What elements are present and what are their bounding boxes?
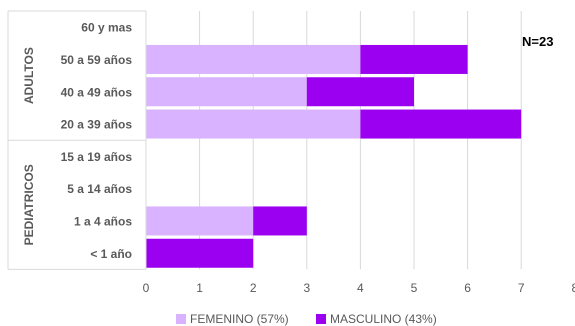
bar-masculino	[360, 44, 468, 74]
group-labels: ADULTOS PEDIATRICOS	[22, 47, 36, 245]
category-label: 60 y mas	[81, 21, 132, 35]
x-tick-label: 1	[196, 281, 203, 295]
category-label: 50 a 59 años	[61, 53, 133, 67]
bars	[146, 44, 522, 268]
sample-size-annotation: N=23	[522, 34, 553, 49]
category-label: 20 a 39 años	[61, 118, 133, 132]
group-label: ADULTOS	[22, 47, 36, 104]
x-tick-label: 8	[571, 281, 575, 295]
x-tick-label: 4	[357, 281, 364, 295]
category-label: 15 a 19 años	[61, 150, 133, 164]
legend-label: FEMENINO (57%)	[190, 312, 289, 326]
category-label: 40 a 49 años	[61, 85, 133, 99]
category-axis-frame	[7, 10, 147, 270]
x-tick-label: 0	[143, 281, 150, 295]
category-label: 1 a 4 años	[74, 214, 132, 228]
x-tick-label: 3	[303, 281, 310, 295]
legend-swatch	[316, 314, 326, 324]
bar-femenino	[146, 44, 361, 74]
legend-label: MASCULINO (43%)	[330, 312, 437, 326]
bar-masculino	[253, 206, 307, 236]
category-labels: 60 y mas 50 a 59 años 40 a 49 años 20 a 39 …	[61, 21, 133, 261]
legend: FEMENINO (57%) MASCULINO (43%)	[176, 312, 437, 326]
x-tick-label: 5	[411, 281, 418, 295]
x-tick-label: 2	[250, 281, 257, 295]
legend-swatch	[176, 314, 186, 324]
bar-masculino	[146, 238, 254, 268]
category-label: 5 a 14 años	[67, 182, 132, 196]
category-label: < 1 año	[90, 247, 132, 261]
x-tick-label: 7	[518, 281, 525, 295]
group-label: PEDIATRICOS	[22, 164, 36, 245]
bar-femenino	[146, 109, 361, 139]
bar-masculino	[306, 77, 414, 107]
x-tick-labels: 0 1 2 3 4 5 6 7 8	[143, 281, 575, 295]
bar-femenino	[146, 206, 254, 236]
bar-femenino	[146, 77, 307, 107]
x-tick-label: 6	[464, 281, 471, 295]
bar-masculino	[360, 109, 522, 139]
